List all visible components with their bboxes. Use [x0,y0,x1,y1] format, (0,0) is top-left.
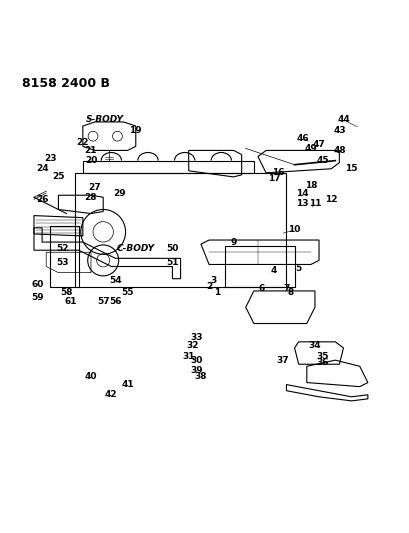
Text: 14: 14 [296,189,308,198]
Text: 7: 7 [283,285,289,293]
Text: 24: 24 [36,164,48,173]
Text: 28: 28 [85,193,97,202]
Text: 36: 36 [316,358,328,367]
Text: 8: 8 [287,288,293,297]
Text: 27: 27 [88,183,101,191]
Text: 46: 46 [296,134,308,143]
Text: 39: 39 [190,366,203,375]
Text: 38: 38 [194,372,207,381]
Text: 3: 3 [209,276,216,285]
Text: 52: 52 [56,244,69,253]
Text: 40: 40 [85,372,97,381]
Text: 37: 37 [275,356,288,365]
Text: 33: 33 [190,333,202,342]
Text: 22: 22 [76,138,89,147]
Text: 54: 54 [109,276,121,285]
Text: 58: 58 [60,288,73,297]
Text: 55: 55 [121,288,134,297]
Text: 42: 42 [105,390,117,399]
Text: 45: 45 [316,156,328,165]
Text: 51: 51 [166,258,178,267]
Text: S-BODY: S-BODY [86,116,124,124]
Text: 9: 9 [230,238,236,247]
Text: 31: 31 [182,352,195,361]
Text: 29: 29 [113,189,126,198]
Text: 12: 12 [324,195,337,204]
Text: 34: 34 [308,342,321,350]
Text: 8158 2400 B: 8158 2400 B [22,77,110,90]
Text: 10: 10 [288,225,300,235]
Text: 25: 25 [52,172,65,181]
Text: 35: 35 [316,352,328,361]
Text: 4: 4 [270,266,277,275]
Text: 1: 1 [213,288,220,297]
Text: 60: 60 [32,280,44,289]
Text: 61: 61 [64,296,76,305]
Text: 18: 18 [304,181,316,190]
Text: C-BODY: C-BODY [117,244,155,253]
Text: 26: 26 [36,195,48,204]
Text: 30: 30 [190,356,202,365]
Text: 50: 50 [166,244,178,253]
Text: 21: 21 [85,146,97,155]
Text: 15: 15 [344,164,357,173]
Text: 32: 32 [186,342,198,350]
Text: 47: 47 [312,140,325,149]
Text: 17: 17 [267,174,280,183]
Text: 56: 56 [109,296,121,305]
Text: 13: 13 [296,199,308,208]
Text: 5: 5 [295,264,301,273]
Text: 19: 19 [129,126,142,134]
Text: 48: 48 [332,146,345,155]
Text: 6: 6 [258,285,265,293]
Text: 11: 11 [308,199,320,208]
Text: 44: 44 [336,116,349,124]
Text: 59: 59 [31,293,44,302]
Text: 43: 43 [332,126,345,134]
Text: 23: 23 [44,154,56,163]
Text: 57: 57 [97,296,109,305]
Text: 2: 2 [205,282,212,292]
Text: 41: 41 [121,380,134,389]
Text: 53: 53 [56,258,69,267]
Text: 49: 49 [304,144,317,153]
Text: 20: 20 [85,156,97,165]
Text: 16: 16 [272,168,284,177]
